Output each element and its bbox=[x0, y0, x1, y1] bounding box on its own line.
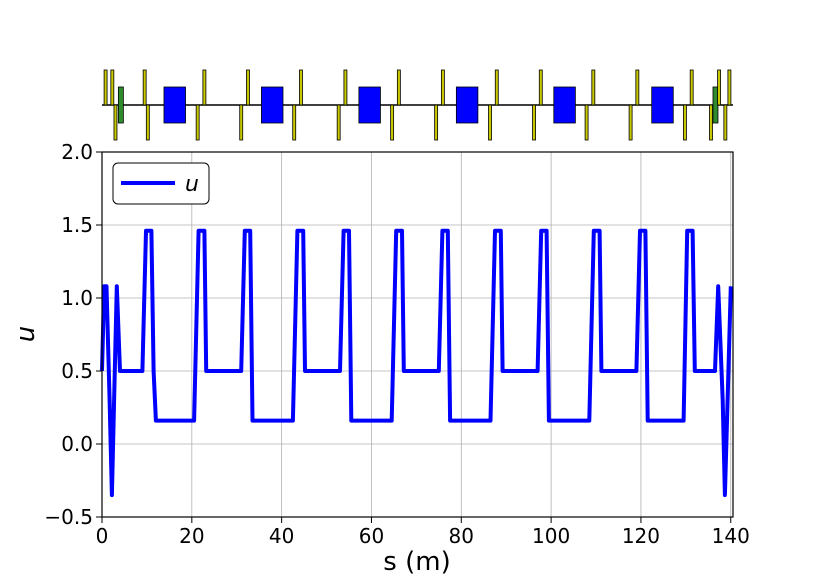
lattice-quad-focusing bbox=[717, 69, 721, 106]
lattice-quad-defocusing bbox=[390, 104, 395, 141]
lattice-quad-defocusing bbox=[145, 104, 150, 141]
legend-label-u: u bbox=[185, 172, 199, 197]
lattice-quad-focusing bbox=[689, 69, 694, 106]
lattice-quad-defocusing bbox=[584, 104, 589, 141]
x-tick-label: 40 bbox=[269, 524, 294, 548]
lattice-quad-defocusing bbox=[723, 104, 728, 141]
lattice-quad-focusing bbox=[727, 69, 732, 106]
plot-area: 0 20 40 60 80 100 120 140 −0.5 0.0 0.5 1.0 1.5 2.0 s… bbox=[11, 140, 750, 577]
lattice-quad-defocusing bbox=[239, 104, 244, 141]
y-axis-ticks: −0.5 0.0 0.5 1.0 1.5 2.0 bbox=[44, 140, 102, 529]
lattice-quad-defocusing bbox=[195, 104, 200, 141]
lattice-quad-defocusing bbox=[532, 104, 536, 141]
lattice-quad-defocusing bbox=[292, 104, 297, 141]
lattice-elements bbox=[103, 69, 732, 141]
lattice-quad-defocusing bbox=[709, 104, 713, 141]
x-tick-label: 140 bbox=[712, 524, 750, 548]
x-tick-label: 120 bbox=[622, 524, 660, 548]
x-tick-label: 60 bbox=[359, 524, 384, 548]
lattice-dipole bbox=[358, 86, 381, 124]
lattice-dipole bbox=[455, 86, 479, 124]
lattice-quad-focusing bbox=[635, 69, 640, 106]
lattice-quad-defocusing bbox=[113, 104, 118, 141]
lattice-quad-focusing bbox=[103, 69, 108, 106]
lattice-quad-focusing bbox=[299, 69, 303, 106]
lattice-quad-focusing bbox=[591, 69, 596, 106]
lattice-quad-focusing bbox=[440, 69, 445, 106]
lattice-quad-defocusing bbox=[336, 104, 341, 141]
lattice-quad-focusing bbox=[202, 69, 207, 106]
x-tick-label: 0 bbox=[96, 524, 109, 548]
series-layer bbox=[100, 228, 733, 498]
lattice-quad-defocusing bbox=[488, 104, 492, 141]
lattice-strip bbox=[102, 69, 733, 141]
y-tick-label: 0.5 bbox=[61, 359, 93, 383]
lattice-dipole bbox=[261, 86, 284, 124]
x-tick-label: 100 bbox=[532, 524, 570, 548]
y-tick-label: 1.5 bbox=[61, 213, 93, 237]
lattice-quad-focusing bbox=[142, 69, 147, 106]
lattice-quad-focusing bbox=[343, 69, 348, 106]
lattice-quad-focusing bbox=[110, 69, 115, 106]
lattice-sextupole bbox=[117, 86, 124, 124]
plot-frame bbox=[101, 151, 734, 518]
y-tick-label: 1.0 bbox=[61, 286, 93, 310]
lattice-quad-defocusing bbox=[628, 104, 633, 141]
y-tick-label: 0.0 bbox=[61, 432, 93, 456]
lattice-dipole bbox=[553, 86, 576, 124]
lattice-dipole bbox=[163, 86, 186, 124]
legend: u bbox=[112, 162, 210, 205]
lattice-quad-defocusing bbox=[683, 104, 687, 141]
x-tick-label: 80 bbox=[449, 524, 474, 548]
x-axis-ticks: 0 20 40 60 80 100 120 140 bbox=[96, 517, 750, 548]
y-tick-label: −0.5 bbox=[44, 505, 93, 529]
lattice-quad-focusing bbox=[494, 69, 499, 106]
x-axis-label: s (m) bbox=[383, 547, 450, 577]
lattice-quad-focusing bbox=[396, 69, 401, 106]
x-tick-label: 20 bbox=[179, 524, 204, 548]
lattice-quad-focusing bbox=[538, 69, 543, 106]
y-tick-label: 2.0 bbox=[61, 140, 93, 164]
lattice-dipole bbox=[651, 86, 674, 124]
lattice-quad-focusing bbox=[246, 69, 250, 106]
series-line-u bbox=[100, 228, 733, 498]
y-axis-label: u bbox=[11, 326, 41, 342]
lattice-quad-defocusing bbox=[434, 104, 439, 141]
